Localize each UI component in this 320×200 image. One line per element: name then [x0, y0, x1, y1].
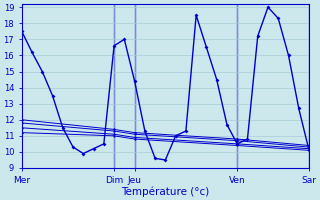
X-axis label: Température (°c): Température (°c)	[121, 186, 210, 197]
